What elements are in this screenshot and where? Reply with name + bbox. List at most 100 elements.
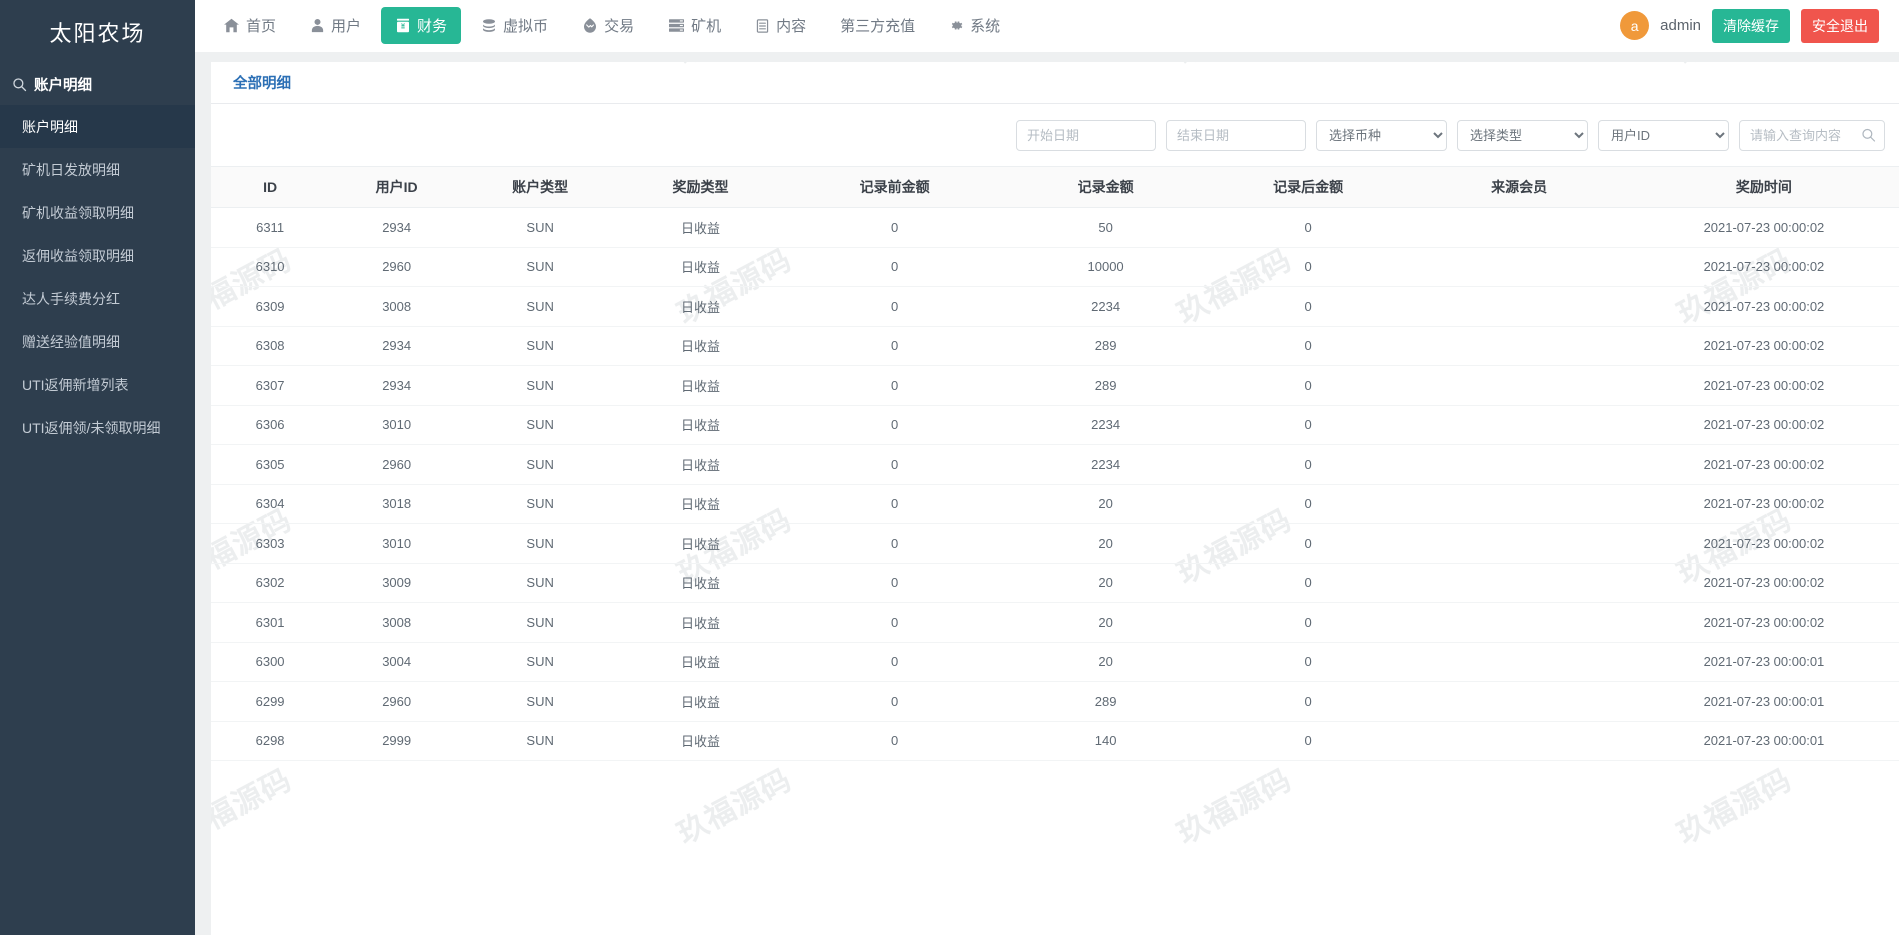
column-header-5: 记录金额	[1004, 166, 1207, 208]
avatar[interactable]: a	[1620, 11, 1650, 40]
cell-记录后金额: 0	[1206, 207, 1410, 248]
sidebar-item-3[interactable]: 返佣收益领取明细	[0, 234, 195, 277]
cell-ID: 6303	[211, 523, 330, 564]
cell-奖励时间: 2021-07-23 00:00:01	[1628, 642, 1899, 682]
cell-账户类型: SUN	[464, 207, 617, 248]
table-row[interactable]: 6301 3008 SUN 日收益 0 20 0 2021-07-23 00:00:02	[211, 602, 1899, 643]
sidebar-item-5[interactable]: 赠送经验值明细	[0, 320, 195, 363]
cell-账户类型: SUN	[464, 444, 617, 485]
cell-来源会员	[1409, 444, 1629, 485]
detail-panel: 玖福源码 玖福源码 玖福源码 玖福源码 玖福源码 玖福源码 玖福源码 玖福源码 玖福源码 玖福源码…	[211, 62, 1899, 935]
table-row[interactable]: 6302 3009 SUN 日收益 0 20 0 2021-07-23 00:00:02	[211, 563, 1899, 603]
cell-记录后金额: 0	[1206, 405, 1410, 445]
watermark-text: 玖福源码	[1172, 763, 1298, 851]
table-row[interactable]: 6304 3018 SUN 日收益 0 20 0 2021-07-23 00:00:02	[211, 484, 1899, 524]
table-row[interactable]: 6309 3008 SUN 日收益 0 2234 0 2021-07-23 00:00:02	[211, 286, 1899, 327]
sidebar-item-2[interactable]: 矿机收益领取明细	[0, 191, 195, 234]
sidebar-item-6[interactable]: UTI返佣新增列表	[0, 363, 195, 406]
column-header-8: 奖励时间	[1628, 166, 1899, 208]
cell-记录前金额: 0	[784, 563, 1005, 603]
table-body: 6311 2934 SUN 日收益 0 50 0 2021-07-23 00:00:02 631…	[211, 207, 1899, 761]
cell-奖励类型: 日收益	[616, 602, 785, 643]
nav-item-7[interactable]: 第三方充值	[826, 7, 929, 44]
end-date-input[interactable]	[1166, 119, 1306, 151]
nav-item-3[interactable]: 虚拟币	[467, 7, 562, 44]
nav-item-4[interactable]: 交易	[568, 7, 648, 44]
cell-记录后金额: 0	[1206, 602, 1410, 643]
type-select[interactable]: 选择类型	[1457, 119, 1588, 151]
nav-item-label: 交易	[604, 18, 635, 35]
cell-用户ID: 2960	[329, 444, 465, 485]
cell-用户ID: 2960	[329, 247, 465, 287]
cell-奖励时间: 2021-07-23 00:00:02	[1628, 365, 1899, 406]
nav-item-0[interactable]: 首页	[209, 7, 290, 44]
clear-cache-button[interactable]: 清除缓存	[1712, 8, 1790, 43]
currency-select[interactable]: 选择币种	[1316, 119, 1447, 151]
table-row[interactable]: 6305 2960 SUN 日收益 0 2234 0 2021-07-23 00:00:02	[211, 444, 1899, 485]
table-row[interactable]: 6308 2934 SUN 日收益 0 289 0 2021-07-23 00:00:02	[211, 326, 1899, 366]
cell-ID: 6302	[211, 563, 330, 603]
sidebar-menu: 账户明细 矿机日发放明细 矿机收益领取明细 返佣收益领取明细 达人手续费分红 赠送经验值明…	[0, 105, 195, 449]
cell-奖励类型: 日收益	[616, 365, 785, 406]
watermark-text: 玖福源码	[1672, 763, 1798, 851]
cell-来源会员	[1409, 523, 1629, 564]
search-input[interactable]	[1739, 119, 1885, 151]
table-row[interactable]: 6311 2934 SUN 日收益 0 50 0 2021-07-23 00:00:02	[211, 207, 1899, 248]
cell-记录后金额: 0	[1206, 365, 1410, 406]
nav-item-1[interactable]: 用户	[296, 7, 375, 44]
table-row[interactable]: 6298 2999 SUN 日收益 0 140 0 2021-07-23 00:00:01	[211, 721, 1899, 761]
table-row[interactable]: 6306 3010 SUN 日收益 0 2234 0 2021-07-23 00:00:02	[211, 405, 1899, 445]
cell-来源会员	[1409, 642, 1629, 682]
cell-记录前金额: 0	[784, 681, 1005, 722]
table-row[interactable]: 6299 2960 SUN 日收益 0 289 0 2021-07-23 00:00:01	[211, 681, 1899, 722]
cell-账户类型: SUN	[464, 721, 617, 761]
cell-用户ID: 3010	[329, 405, 465, 445]
watermark-text: 玖福源码	[672, 763, 798, 851]
nav-item-2[interactable]: 财务	[381, 7, 462, 44]
sidebar-item-4[interactable]: 达人手续费分红	[0, 277, 195, 320]
top-navigation: 首页 用户 财务 虚拟币 交易 矿机 内容 第三方充值 系统 a admin 清除缓存 安全退出	[195, 0, 1899, 52]
cell-记录前金额: 0	[784, 326, 1005, 366]
cell-记录前金额: 0	[784, 721, 1005, 761]
cell-账户类型: SUN	[464, 247, 617, 287]
cell-奖励类型: 日收益	[616, 523, 785, 564]
start-date-input[interactable]	[1016, 119, 1156, 151]
table-row[interactable]: 6300 3004 SUN 日收益 0 20 0 2021-07-23 00:00:01	[211, 642, 1899, 682]
cell-奖励时间: 2021-07-23 00:00:02	[1628, 207, 1899, 248]
table-row[interactable]: 6310 2960 SUN 日收益 0 10000 0 2021-07-23 00:00:02	[211, 247, 1899, 287]
cell-奖励时间: 2021-07-23 00:00:02	[1628, 523, 1899, 564]
content-area: 玖福源码 玖福源码 玖福源码 玖福源码 玖福源码 玖福源码 玖福源码 玖福源码 玖福源码 玖福源码…	[195, 52, 1899, 935]
cell-ID: 6310	[211, 247, 330, 287]
cell-记录金额: 20	[1004, 523, 1207, 564]
nav-item-5[interactable]: 矿机	[654, 7, 735, 44]
table-row[interactable]: 6303 3010 SUN 日收益 0 20 0 2021-07-23 00:00:02	[211, 523, 1899, 564]
tab-all-details[interactable]: 全部明细	[233, 76, 291, 92]
cell-记录前金额: 0	[784, 365, 1005, 406]
cell-记录后金额: 0	[1206, 326, 1410, 366]
column-header-7: 来源会员	[1409, 166, 1629, 208]
cell-奖励类型: 日收益	[616, 681, 785, 722]
cell-记录金额: 140	[1004, 721, 1207, 761]
nav-item-label: 首页	[246, 18, 277, 35]
cell-记录后金额: 0	[1206, 286, 1410, 327]
cell-记录后金额: 0	[1206, 444, 1410, 485]
cell-账户类型: SUN	[464, 642, 617, 682]
table-row[interactable]: 6307 2934 SUN 日收益 0 289 0 2021-07-23 00:00:02	[211, 365, 1899, 406]
nav-item-8[interactable]: 系统	[935, 7, 1014, 44]
sidebar-search-header[interactable]: 账户明细	[0, 63, 195, 105]
sidebar-item-1[interactable]: 矿机日发放明细	[0, 148, 195, 191]
cell-来源会员	[1409, 326, 1629, 366]
nav-item-label: 内容	[776, 18, 807, 35]
cell-来源会员	[1409, 563, 1629, 603]
sidebar-item-0[interactable]: 账户明细	[0, 105, 195, 148]
cell-账户类型: SUN	[464, 602, 617, 643]
gear-icon	[949, 18, 964, 33]
nav-item-6[interactable]: 内容	[741, 7, 820, 44]
logout-button[interactable]: 安全退出	[1801, 8, 1879, 43]
userid-select[interactable]: 用户ID	[1598, 119, 1729, 151]
sidebar-item-7[interactable]: UTI返佣领/未领取明细	[0, 406, 195, 449]
cell-用户ID: 2960	[329, 681, 465, 722]
table-head: ID 用户ID 账户类型 奖励类型 记录前金额 记录金额 记录后金额 来源会员 奖励时间	[211, 166, 1899, 208]
column-header-2: 账户类型	[464, 166, 617, 208]
cell-记录金额: 2234	[1004, 444, 1207, 485]
